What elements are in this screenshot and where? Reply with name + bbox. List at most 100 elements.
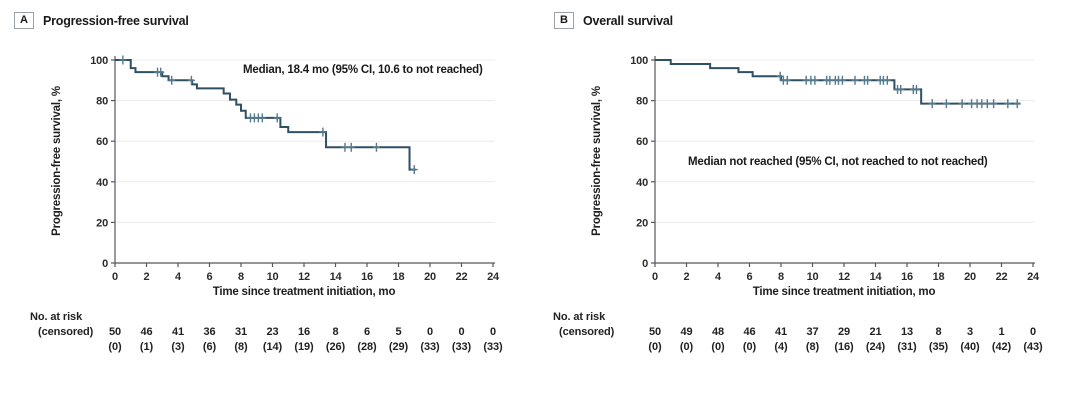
- censored-value: (26): [325, 341, 346, 353]
- y-tick-label: 80: [96, 96, 108, 108]
- at-risk-row: 50 46 41 36 31 23 16 8 6 5 0 0 0: [0, 326, 540, 340]
- at-risk-value: 46: [140, 326, 153, 338]
- at-risk-value: 8: [935, 326, 942, 338]
- censored-value: (8): [805, 341, 820, 353]
- at-risk-value: 6: [363, 326, 371, 338]
- y-tick-label: 40: [96, 177, 108, 189]
- panel-letter-badge: B: [554, 12, 574, 29]
- at-risk-value: 29: [837, 326, 851, 338]
- at-risk-value: 37: [806, 326, 819, 338]
- censored-header: (censored): [559, 326, 615, 338]
- at-risk-header: No. at risk: [553, 311, 606, 323]
- y-tick-label: 20: [96, 217, 108, 229]
- censored-value: (0): [711, 341, 725, 353]
- at-risk-value: 41: [171, 326, 185, 338]
- panel-b-header: B Overall survival: [554, 12, 673, 29]
- y-tick-label: 40: [636, 177, 648, 189]
- x-tick-label: 22: [456, 271, 468, 283]
- censored-value: (33): [483, 341, 503, 353]
- at-risk-value: 36: [203, 326, 216, 338]
- x-tick-label: 12: [838, 271, 850, 283]
- at-risk-header: No. at risk: [30, 311, 83, 323]
- censored-value: (0): [648, 341, 662, 353]
- x-tick-label: 18: [933, 271, 945, 283]
- x-tick-label: 18: [393, 271, 405, 283]
- at-risk-value: 48: [711, 326, 725, 338]
- at-risk-value: 0: [489, 326, 497, 338]
- censored-value: (33): [420, 341, 440, 353]
- x-tick-label: 0: [652, 271, 658, 283]
- x-tick-label: 16: [361, 271, 373, 283]
- y-tick-label: 100: [90, 55, 108, 67]
- censored-value: (28): [357, 341, 377, 353]
- y-tick-label: 0: [102, 258, 108, 270]
- y-tick-label: 0: [642, 258, 648, 270]
- at-risk-value: 0: [1029, 326, 1037, 338]
- x-tick-label: 4: [715, 271, 722, 283]
- censored-value: (8): [234, 341, 248, 353]
- y-axis-title: Progression-free survival, %: [591, 86, 603, 236]
- at-risk-value: 49: [680, 326, 693, 338]
- censored-value: (1): [139, 341, 154, 353]
- at-risk-value: 31: [234, 326, 248, 338]
- censored-value: (0): [679, 341, 694, 353]
- x-tick-label: 20: [964, 271, 976, 283]
- x-tick-label: 0: [112, 271, 118, 283]
- censored-value: (16): [834, 341, 854, 353]
- y-tick-label: 60: [636, 136, 648, 148]
- x-tick-label: 20: [424, 271, 436, 283]
- censored-value: (4): [774, 341, 788, 353]
- panel-letter-badge: A: [14, 12, 34, 29]
- at-risk-value: 3: [966, 326, 974, 338]
- y-tick-label: 80: [636, 96, 648, 108]
- x-tick-label: 6: [747, 271, 753, 283]
- censored-value: (0): [742, 341, 757, 353]
- x-tick-label: 8: [778, 271, 784, 283]
- at-risk-value: 13: [900, 326, 914, 338]
- x-axis-title: Time since treatment initiation, mo: [752, 286, 936, 298]
- km-curve: [655, 59, 1021, 105]
- x-tick-label: 24: [487, 271, 500, 283]
- censored-header: (censored): [38, 326, 94, 338]
- panel-title: Progression-free survival: [42, 13, 189, 28]
- x-tick-label: 2: [684, 271, 690, 283]
- censored-value: (31): [897, 341, 917, 353]
- x-tick-label: 4: [175, 271, 182, 283]
- censored-value: (6): [202, 341, 217, 353]
- at-risk-value: 50: [108, 326, 122, 338]
- x-axis-title: Time since treatment initiation, mo: [212, 286, 396, 298]
- x-tick-label: 10: [267, 271, 279, 283]
- panel-a-header: A Progression-free survival: [14, 12, 189, 29]
- censored-value: (14): [262, 341, 283, 353]
- x-tick-label: 8: [238, 271, 244, 283]
- censored-value: (35): [928, 341, 949, 353]
- censored-value: (0): [108, 341, 122, 353]
- x-tick-label: 14: [330, 271, 343, 283]
- panel-b: B Overall survival Progression-free surv…: [540, 0, 1080, 400]
- at-risk-value: 23: [266, 326, 279, 338]
- at-risk-value: 46: [743, 326, 756, 338]
- y-tick-label: 60: [96, 136, 108, 148]
- censored-value: (19): [294, 341, 314, 353]
- at-risk-value: 0: [458, 326, 465, 338]
- at-risk-value: 1: [998, 326, 1005, 338]
- at-risk-value: 0: [426, 326, 434, 338]
- x-tick-label: 22: [996, 271, 1008, 283]
- y-tick-label: 20: [636, 217, 648, 229]
- censored-value: (40): [960, 341, 980, 353]
- censored-value: (43): [1023, 341, 1043, 353]
- median-annotation: Median, 18.4 mo (95% CI, 10.6 to not rea…: [243, 64, 483, 76]
- censored-value: (24): [865, 341, 886, 353]
- at-risk-value: 8: [332, 326, 339, 338]
- censored-value: (33): [451, 341, 472, 353]
- x-tick-label: 2: [144, 271, 150, 283]
- at-risk-value: 16: [297, 326, 311, 338]
- panel-title: Overall survival: [582, 13, 673, 28]
- y-axis-title: Progression-free survival, %: [51, 86, 63, 236]
- at-risk-value: 50: [648, 326, 662, 338]
- at-risk-value: 41: [774, 326, 788, 338]
- median-annotation: Median not reached (95% CI, not reached …: [688, 156, 988, 168]
